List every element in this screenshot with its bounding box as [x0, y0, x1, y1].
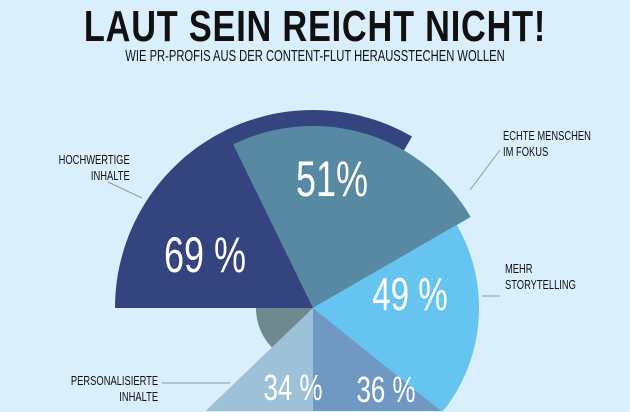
label-personalisierte-inhalte: PERSONALISIERTE INHALTE	[70, 373, 158, 404]
segment-1	[233, 126, 471, 308]
segment-3	[284, 308, 441, 411]
leader-line-0	[107, 181, 143, 199]
label-echte-menschen: ECHTE MENSCHEN IM FOKUS	[503, 128, 591, 159]
value-label-0: 69 %	[164, 228, 246, 283]
segment-4	[205, 308, 313, 411]
segment-5	[256, 308, 313, 349]
chart-subtitle: WIE PR-PROFIS AUS DER CONTENT-FLUT HERAU…	[125, 48, 505, 65]
value-label-1: 51%	[296, 152, 368, 207]
value-label-3: 36 %	[356, 370, 415, 410]
label-mehr-storytelling: MEHR STORYTELLING	[505, 261, 576, 292]
label-hochwertige-inhalte: HOCHWERTIGE INHALTE	[58, 152, 130, 183]
leader-line-1	[469, 149, 501, 191]
segment-2	[313, 225, 479, 411]
chart-title: LAUT SEIN REICHT NICHT!	[83, 2, 547, 51]
value-label-4: 34 %	[263, 368, 322, 408]
value-label-2: 49 %	[372, 270, 447, 320]
